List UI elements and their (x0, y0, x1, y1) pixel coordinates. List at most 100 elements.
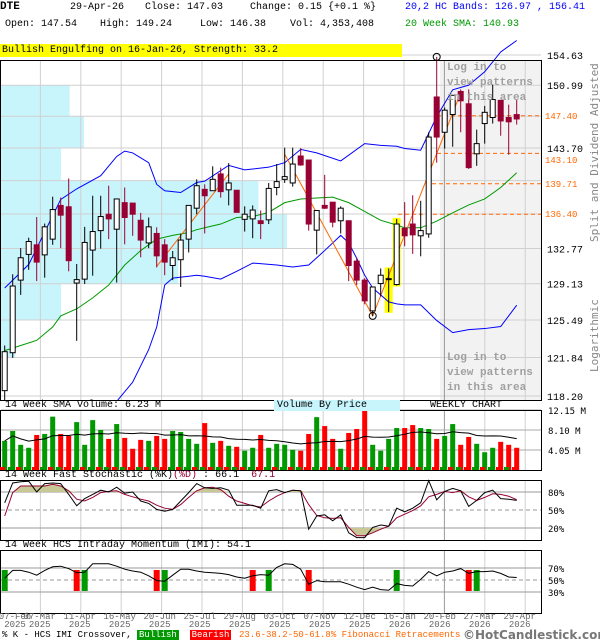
crossover-strip-dash (224, 467, 229, 470)
volume-bar (34, 434, 40, 470)
candle (9, 274, 16, 358)
candle (345, 220, 352, 282)
crossover-strip-dash (96, 467, 101, 470)
date-axis-label: 11-Apr (63, 612, 95, 622)
volume-bar (58, 433, 64, 470)
crossover-strip-dash (400, 467, 405, 470)
crossover-strip-dash (480, 467, 485, 470)
crossover-strip-dash (232, 467, 237, 470)
volume-bar (298, 450, 304, 470)
candle-body (129, 202, 136, 215)
crossover-strip-dash (264, 467, 269, 470)
candle (73, 264, 80, 341)
crossover-strip-dash (472, 467, 477, 470)
login-notice-bottom[interactable]: Log in to view patterns in this area (447, 352, 533, 394)
candle-body (425, 136, 432, 235)
low-value: Low: 146.38 (200, 19, 267, 30)
candle-body (97, 216, 104, 232)
volume-bar (466, 436, 472, 470)
crossover-marker-bullish (161, 570, 168, 591)
crossover-strip-dash (304, 467, 309, 470)
stochastic-panel-border (0, 480, 542, 541)
imi-panel-border (0, 550, 542, 614)
candle-body (449, 94, 456, 115)
candle-body (273, 181, 280, 189)
crossover-marker-bearish (73, 570, 80, 591)
candle (377, 268, 384, 297)
candle-body (57, 204, 64, 216)
candle (441, 107, 448, 149)
price-axis-label: 121.84 (547, 355, 583, 366)
candle-body (401, 227, 408, 237)
candle-body (241, 213, 248, 220)
candle-body (497, 99, 504, 122)
volume-bar (370, 444, 376, 470)
volume-axis-label: 8.10 M (548, 427, 581, 437)
date-axis-year: 2025 (269, 620, 291, 630)
change-value: Change: 0.15 {+0.1 %} (250, 2, 377, 13)
candle-body (385, 278, 392, 281)
volume-bar (498, 441, 504, 470)
candle-body (169, 257, 176, 266)
date-axis-label: 29-Aug (223, 612, 255, 622)
candle (97, 195, 104, 249)
crossover-strip-dash (376, 467, 381, 470)
crossover-strip-dash (256, 467, 261, 470)
high-value: High: 149.24 (100, 19, 173, 30)
candle-body (177, 239, 184, 261)
crossover-strip-dash (280, 467, 285, 470)
candle (257, 210, 264, 240)
volume-axis-label: 4.05 M (548, 447, 581, 457)
candle (433, 56, 440, 163)
volume-bar (458, 444, 464, 470)
candle (265, 182, 272, 225)
candle-body (289, 163, 296, 184)
date-axis-label: 07-Nov (303, 612, 336, 622)
candle (233, 189, 240, 213)
footer-legend: % K - HCS IMI Crossover, Bullish Bearish (2, 630, 232, 640)
volume-bar (154, 435, 160, 470)
crossover-strip-dash (40, 467, 45, 470)
date-axis-label: 27-Mar (463, 612, 495, 622)
volume-bar (378, 450, 384, 470)
stochastic-title: 14 Week Fast Stochastic (%K) (5, 470, 174, 481)
candle-body (481, 111, 488, 125)
candle (145, 217, 152, 249)
imi-panel-title: 14 Week HCS Intraday Momentum (IMI): 54.… (5, 540, 252, 551)
volume-bar (426, 429, 432, 470)
crossover-strip-dash (344, 467, 349, 470)
stochastic-d-label: (%D) (173, 470, 198, 481)
candle (361, 278, 368, 305)
candle (353, 257, 360, 286)
date-axis-year: 2026 (509, 620, 531, 630)
candle-body (465, 103, 472, 169)
candle-body (473, 143, 480, 155)
candle (241, 206, 248, 232)
copyright-link[interactable]: ©HotCandlestick.com (463, 628, 600, 640)
candle (497, 99, 504, 136)
crossover-strip-dash (208, 467, 213, 470)
candle (217, 167, 224, 198)
candle-body (193, 185, 200, 209)
crossover-strip-dash (392, 467, 397, 470)
crossover-strip-dash (312, 467, 317, 470)
crossover-strip-dash (424, 467, 429, 470)
candle (481, 105, 488, 144)
crossover-marker-bullish (1, 570, 8, 591)
login-notice-top[interactable]: Log in to view patterns in this area (447, 62, 533, 104)
volume-bar (106, 438, 112, 470)
crossover-strip-dash (448, 467, 453, 470)
crossover-strip-dash (384, 467, 389, 470)
candle (137, 212, 144, 258)
candle (129, 202, 136, 236)
candle-body (249, 209, 256, 220)
main-panel-border (0, 60, 542, 401)
volume-bar (2, 440, 8, 470)
crossover-strip-dash (136, 467, 141, 470)
fibonacci-label: 147.40 (545, 112, 577, 122)
candle-body (305, 159, 312, 225)
volume-bar (282, 444, 288, 470)
candle (449, 94, 456, 147)
crossover-strip-dash (272, 467, 277, 470)
candle-body (409, 223, 416, 236)
